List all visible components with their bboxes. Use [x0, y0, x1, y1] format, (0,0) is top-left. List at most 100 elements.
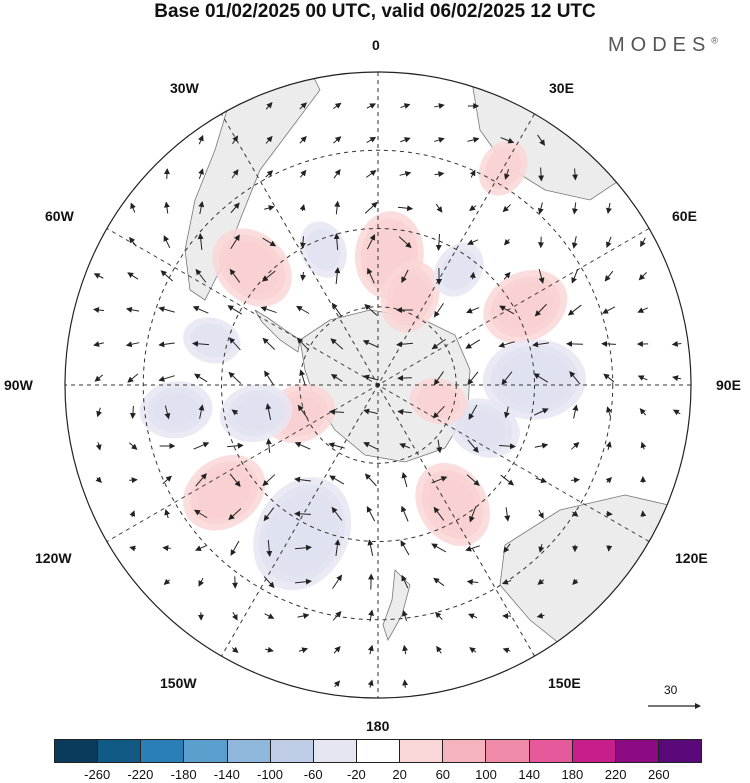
wind-arrow	[367, 267, 375, 284]
wind-arrow	[604, 270, 614, 282]
wind-arrow	[501, 371, 513, 386]
wind-arrow	[572, 404, 579, 419]
colorbar-swatch	[141, 740, 185, 762]
wind-arrow	[466, 578, 479, 585]
wind-arrow	[294, 510, 312, 517]
wind-arrow	[164, 405, 171, 420]
wind-arrow	[402, 610, 408, 622]
wind-arrow	[331, 302, 343, 317]
wind-arrow	[402, 679, 409, 688]
wind-arrow	[198, 200, 205, 215]
wind-arrow	[467, 371, 479, 386]
graticule	[65, 72, 691, 698]
wind-arrow	[265, 102, 273, 110]
wind-arrow	[231, 409, 239, 416]
wind-arrow	[192, 306, 209, 314]
wind-arrow	[158, 306, 175, 313]
wind-arrow	[571, 236, 578, 249]
land-masses	[184, 72, 691, 666]
latitude-circle	[221, 228, 535, 542]
wind-arrow	[333, 136, 342, 144]
wind-arrow	[229, 473, 241, 488]
wind-arrow	[299, 369, 306, 386]
wind-arrow	[538, 509, 544, 519]
wind-arrow	[329, 475, 345, 485]
wind-arrow	[263, 507, 275, 522]
wind-arrow	[363, 374, 379, 381]
anomaly-contour	[183, 317, 241, 364]
wind-arrow	[194, 509, 208, 519]
wind-arrow	[299, 169, 307, 178]
wind-arrow	[332, 610, 342, 621]
wind-arrow	[366, 170, 377, 178]
wind-arrow	[265, 135, 273, 144]
colorbar-swatch	[270, 740, 314, 762]
anomaly-contour	[380, 261, 440, 333]
wind-arrow	[433, 577, 445, 587]
wind-arrow	[399, 443, 411, 449]
colorbar-tick-label: 260	[647, 767, 670, 782]
wind-arrow	[366, 103, 377, 109]
wind-arrow	[198, 577, 204, 587]
wind-arrow	[266, 539, 273, 557]
wind-arrow	[299, 203, 306, 212]
anomaly-contour	[483, 269, 568, 344]
wind-arrow	[129, 405, 136, 420]
wind-arrow	[93, 273, 104, 279]
wind-arrow	[400, 540, 410, 556]
wind-arrow	[466, 307, 480, 314]
wind-arrow	[264, 613, 275, 619]
wind-arrow	[198, 134, 204, 145]
wind-arrow	[94, 374, 104, 382]
wind-arrow	[570, 477, 580, 484]
wind-arrow	[468, 613, 478, 620]
wind-arrow	[538, 269, 545, 284]
wind-arrow	[231, 169, 239, 179]
wind-arrow	[469, 506, 477, 523]
wind-arrow	[637, 375, 648, 381]
wind-arrow	[601, 340, 616, 347]
wind-arrow	[431, 338, 446, 350]
lon-label-30w: 30W	[170, 80, 199, 96]
wind-arrow	[569, 371, 581, 385]
lon-label-60w: 60W	[45, 208, 74, 224]
wind-arrow	[503, 406, 510, 419]
wind-arrow	[368, 609, 375, 622]
wind-arrow	[571, 202, 578, 215]
lon-label-120w: 120W	[35, 550, 72, 566]
wind-arrow	[637, 307, 648, 313]
wind-arrow	[228, 371, 242, 384]
wind-arrow	[333, 102, 342, 110]
colorbar-swatch	[184, 740, 228, 762]
colorbar-tick-label: -220	[127, 767, 154, 782]
wind-arrow	[193, 442, 210, 450]
wind-arrow	[296, 305, 310, 315]
wind-arrow	[498, 341, 515, 348]
wind-arrow	[469, 271, 476, 280]
anomaly-contour	[409, 378, 468, 425]
wind-arrow	[232, 611, 238, 621]
wind-arrow	[299, 236, 306, 249]
wind-arrow	[572, 578, 579, 586]
wind-arrow	[532, 341, 549, 348]
wind-arrow	[367, 644, 374, 655]
wind-arrow	[334, 200, 341, 215]
anomaly-contour	[219, 384, 293, 443]
anomaly-contour	[433, 242, 484, 297]
wind-arrow	[158, 341, 175, 348]
wind-arrow	[128, 442, 138, 450]
wind-arrow	[264, 205, 275, 211]
colorbar-tick-label: 20	[392, 767, 407, 782]
wind-arrow	[195, 268, 207, 283]
wind-arrow	[367, 539, 374, 556]
wind-arrow	[396, 341, 414, 348]
colorbar-swatch	[313, 740, 357, 762]
wind-arrow	[366, 506, 376, 522]
wind-arrow	[533, 373, 549, 383]
wind-arrow	[434, 171, 445, 178]
wind-arrow	[95, 476, 102, 484]
wind-arrow	[265, 170, 274, 178]
wind-arrow	[500, 137, 515, 144]
wind-arrow	[262, 474, 276, 487]
